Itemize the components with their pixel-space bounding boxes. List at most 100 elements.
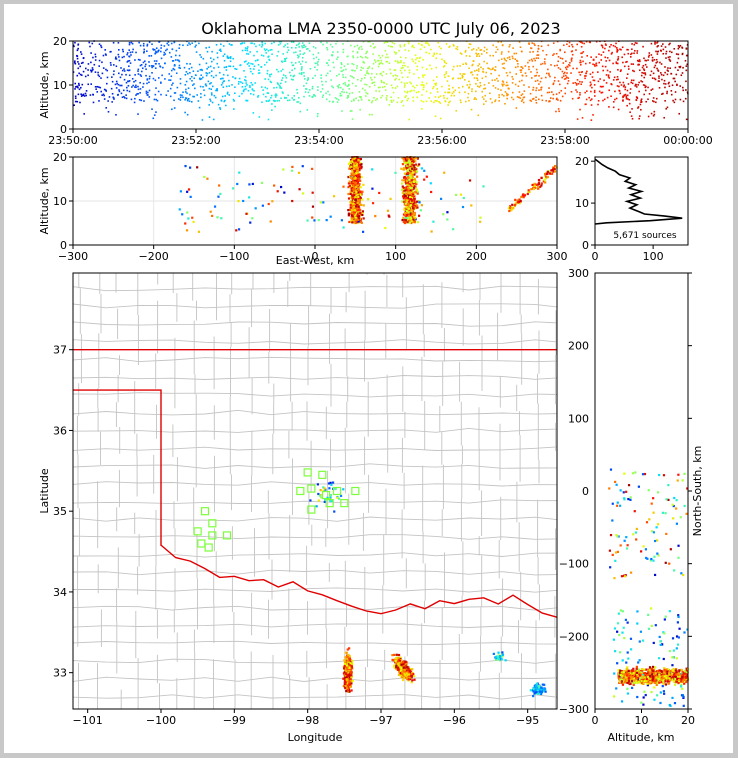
- plan-view-point: [395, 661, 398, 664]
- altitude-time-point: [182, 44, 184, 47]
- altitude-time-point: [589, 41, 591, 44]
- altitude-east-west-point: [406, 187, 410, 190]
- altitude-time-point: [404, 49, 407, 51]
- altitude-time-point: [523, 96, 526, 99]
- plan-view-point: [348, 673, 351, 676]
- altitude-east-west-point: [523, 194, 527, 197]
- altitude-time-point: [115, 87, 118, 89]
- altitude-east-west-point: [414, 218, 417, 221]
- altitude-time-point: [628, 102, 631, 105]
- altitude-time-point: [347, 96, 350, 99]
- altitude-time-point: [254, 82, 256, 84]
- altitude-time-point: [509, 71, 511, 74]
- altitude-time-point: [110, 50, 112, 53]
- altitude-time-point: [371, 100, 374, 102]
- altitude-east-west-point: [510, 209, 513, 212]
- altitude-east-west-point: [537, 178, 541, 182]
- altitude-time-point: [657, 70, 660, 72]
- altitude-time-point: [501, 85, 504, 87]
- altitude-time-point: [74, 86, 77, 88]
- altitude-time-point: [643, 69, 646, 72]
- altitude-time-point: [535, 57, 538, 59]
- altitude-time-point: [552, 97, 554, 100]
- altitude-east-west-point: [254, 207, 257, 210]
- altitude-time-point: [576, 67, 578, 70]
- altitude-time-point: [211, 93, 213, 96]
- altitude-time-point: [429, 64, 431, 67]
- altitude-east-west-point: [413, 197, 416, 200]
- altitude-time-point: [160, 57, 163, 60]
- altitude-time-point: [358, 46, 361, 49]
- altitude-time-point: [317, 58, 320, 61]
- altitude-east-west-point: [404, 215, 408, 218]
- altitude-time-point: [625, 97, 628, 100]
- plan-view-point: [403, 664, 406, 667]
- altitude-time-point: [208, 116, 211, 118]
- altitude-time-point: [345, 91, 348, 94]
- altitude-time-point: [290, 78, 293, 81]
- altitude-time-point: [184, 91, 187, 93]
- altitude-time-point: [442, 94, 445, 97]
- altitude-time-point: [631, 48, 633, 51]
- county-line: [73, 285, 557, 292]
- county-line: [73, 446, 557, 451]
- altitude-east-west-point: [354, 211, 358, 215]
- altitude-east-west-point: [354, 213, 357, 216]
- altitude-time-point: [561, 70, 564, 73]
- altitude-time-point: [184, 98, 186, 101]
- plan-view-point: [532, 689, 535, 692]
- altitude-east-west-point: [290, 169, 294, 172]
- altitude-time-point: [485, 71, 488, 74]
- altitude-time-point: [412, 85, 414, 88]
- plan-view-point: [401, 671, 404, 674]
- altitude-time-point: [190, 66, 193, 69]
- altitude-time-point: [262, 89, 264, 91]
- altitude-east-west-point: [355, 159, 358, 162]
- latitude-ylabel: Latitude: [38, 468, 51, 514]
- altitude-time-point: [629, 56, 632, 58]
- altitude-time-point: [224, 95, 226, 97]
- altitude-east-west-point: [540, 176, 543, 180]
- altitude-east-west-point: [282, 168, 285, 171]
- altitude-time-point: [78, 63, 80, 65]
- lma-station-marker: [321, 490, 331, 500]
- altitude-time-point: [643, 93, 645, 96]
- altitude-east-west-point: [402, 189, 405, 193]
- altitude-time-point: [196, 94, 198, 96]
- county-line: [362, 273, 370, 709]
- altitude-time-point: [165, 94, 168, 96]
- altitude-east-west-point: [354, 209, 357, 212]
- plan-view-point: [410, 673, 413, 676]
- altitude-time-point: [160, 47, 162, 49]
- altitude-time-point: [81, 83, 84, 86]
- altitude-time-point: [75, 85, 78, 88]
- altitude-east-west-point: [409, 158, 412, 161]
- altitude-time-point: [228, 94, 231, 96]
- altitude-time-point: [565, 60, 567, 63]
- altitude-time-point: [137, 85, 139, 88]
- altitude-time-point: [331, 101, 334, 103]
- plan-view-point: [317, 499, 320, 502]
- altitude-time-point: [670, 51, 673, 54]
- altitude-time-point: [606, 57, 609, 59]
- altitude-east-west-point: [479, 216, 482, 219]
- altitude-east-west-point: [515, 201, 518, 204]
- plan-view-point: [346, 674, 349, 677]
- altitude-time-point: [341, 110, 343, 112]
- altitude-time-point: [591, 86, 593, 89]
- altitude-east-west-point: [402, 168, 405, 171]
- altitude-east-west-point: [360, 167, 363, 170]
- altitude-time-point: [430, 100, 433, 103]
- altitude-time-point: [674, 91, 677, 93]
- altitude-time-point: [445, 71, 448, 73]
- altitude-time-point: [208, 104, 211, 106]
- plan-view-point: [324, 488, 327, 491]
- altitude-time-point: [471, 49, 473, 51]
- altitude-time-point: [648, 52, 651, 54]
- altitude-east-west-point: [402, 158, 405, 161]
- altitude-time-point: [653, 113, 656, 116]
- altitude-time-point: [532, 89, 534, 91]
- altitude-time-point: [335, 42, 337, 45]
- altitude-east-west-point: [404, 207, 408, 210]
- altitude-time-point: [352, 50, 354, 53]
